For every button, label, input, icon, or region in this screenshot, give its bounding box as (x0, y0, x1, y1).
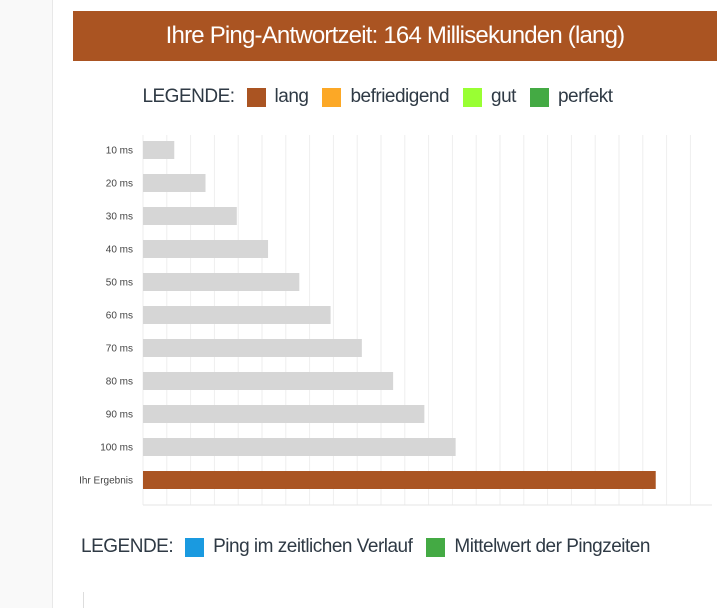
sidebar (0, 0, 53, 608)
page-title: Ihre Ping-Antwortzeit: 164 Millisekunden… (73, 11, 717, 61)
legend-text: lang (274, 86, 309, 107)
legend-item-mittelwert: Mittelwert der Pingzeiten (426, 536, 650, 558)
legend-item-gut: gut (463, 86, 516, 108)
swatch (185, 537, 205, 557)
category-label: 60 ms (106, 311, 133, 322)
bar (143, 141, 175, 159)
legend-text: Mittelwert der Pingzeiten (454, 536, 650, 557)
swatch (463, 87, 483, 107)
category-label: 80 ms (106, 377, 133, 388)
legend-label: LEGENDE: (81, 536, 174, 557)
legend-rating: LEGENDE: lang befriedigend gut perfekt (52, 86, 717, 108)
divider (83, 592, 84, 608)
category-label: 40 ms (106, 245, 133, 256)
ping-bar-chart: 10 ms 20 ms 30 ms 40 ms 50 ms 60 ms 70 ms 80 ms… (79, 135, 712, 506)
legend-item-perfekt: perfekt (529, 86, 613, 108)
legend-history: LEGENDE: Ping im zeitlichen Verlauf Mitt… (40, 536, 705, 558)
category-label: 70 ms (106, 344, 133, 355)
legend-text: perfekt (557, 86, 613, 107)
bar (143, 240, 269, 258)
legend-item-verlauf: Ping im zeitlichen Verlauf (185, 536, 413, 558)
legend-label: LEGENDE: (142, 86, 235, 107)
swatch (426, 537, 446, 557)
bar (143, 174, 206, 192)
category-label: 10 ms (106, 146, 133, 157)
bar (143, 339, 362, 357)
legend-item-befriedigend: befriedigend (322, 86, 450, 108)
category-label: 100 ms (100, 443, 133, 454)
bar (143, 273, 300, 291)
legend-text: befriedigend (350, 86, 450, 107)
swatch (246, 87, 266, 107)
category-label: 90 ms (106, 410, 133, 421)
legend-text: gut (491, 86, 516, 107)
legend-item-lang: lang (246, 86, 309, 108)
bar (143, 207, 237, 225)
category-label: Ihr Ergebnis (79, 476, 133, 487)
bar (143, 306, 331, 324)
swatch (529, 87, 549, 107)
bar (143, 438, 456, 456)
bar (143, 471, 656, 489)
category-label: 20 ms (106, 179, 133, 190)
legend-text: Ping im zeitlichen Verlauf (213, 536, 413, 557)
swatch (322, 87, 342, 107)
category-label: 50 ms (106, 278, 133, 289)
category-label: 30 ms (106, 212, 133, 223)
bar (143, 372, 394, 390)
bar (143, 405, 425, 423)
